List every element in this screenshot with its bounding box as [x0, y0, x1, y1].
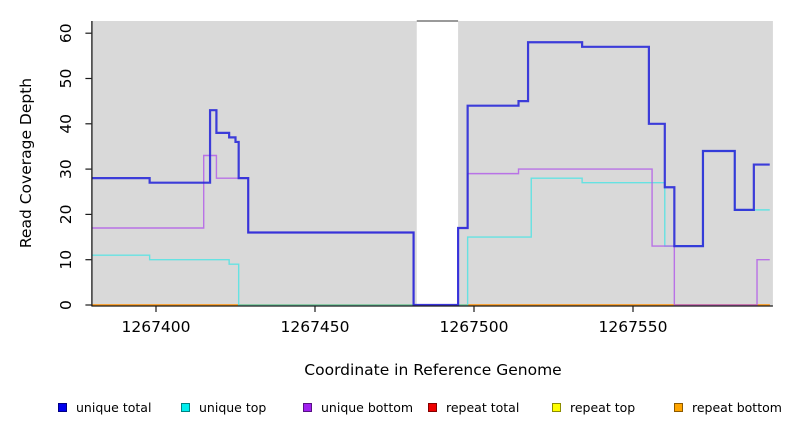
- x-tick-label: 1267500: [439, 318, 508, 336]
- legend-label: unique total: [76, 399, 152, 415]
- x-tick-label: 1267400: [121, 318, 190, 336]
- y-tick-label: 0: [57, 300, 75, 310]
- y-tick-label: 30: [57, 159, 75, 179]
- x-tick-label: 1267550: [598, 318, 667, 336]
- legend-item-repeat-bottom: repeat bottom: [674, 398, 782, 416]
- x-axis-title: Coordinate in Reference Genome: [304, 361, 562, 379]
- legend-swatch-icon: [552, 402, 561, 412]
- x-tick-label: 1267450: [280, 318, 349, 336]
- y-tick-label: 50: [57, 69, 75, 89]
- legend-label: unique bottom: [321, 399, 414, 415]
- y-tick-label: 20: [57, 205, 75, 225]
- legend-label: repeat total: [446, 399, 520, 415]
- legend-item-unique-top: unique top: [181, 398, 266, 416]
- y-tick-label: 60: [57, 23, 75, 43]
- legend-swatch-icon: [428, 402, 437, 412]
- legend-item-unique-total: unique total: [58, 398, 151, 416]
- y-axis-title: Read Coverage Depth: [17, 77, 35, 249]
- masked-region: [416, 21, 459, 306]
- y-tick-label: 10: [57, 250, 75, 270]
- legend-swatch-icon: [181, 402, 190, 412]
- series-line-unique-total: [92, 41, 770, 307]
- legend-item-unique-bottom: unique bottom: [303, 398, 413, 416]
- legend-item-repeat-total: repeat total: [428, 398, 519, 416]
- legend-swatch-icon: [58, 402, 67, 412]
- legend-label: repeat top: [570, 399, 636, 415]
- legend-label: repeat bottom: [692, 399, 782, 415]
- legend: unique total unique top unique bottom repea…: [0, 398, 792, 420]
- legend-item-repeat-top: repeat top: [552, 398, 635, 416]
- legend-swatch-icon: [303, 402, 312, 412]
- legend-label: unique top: [199, 399, 267, 415]
- y-tick-label: 40: [57, 114, 75, 134]
- legend-swatch-icon: [674, 402, 683, 412]
